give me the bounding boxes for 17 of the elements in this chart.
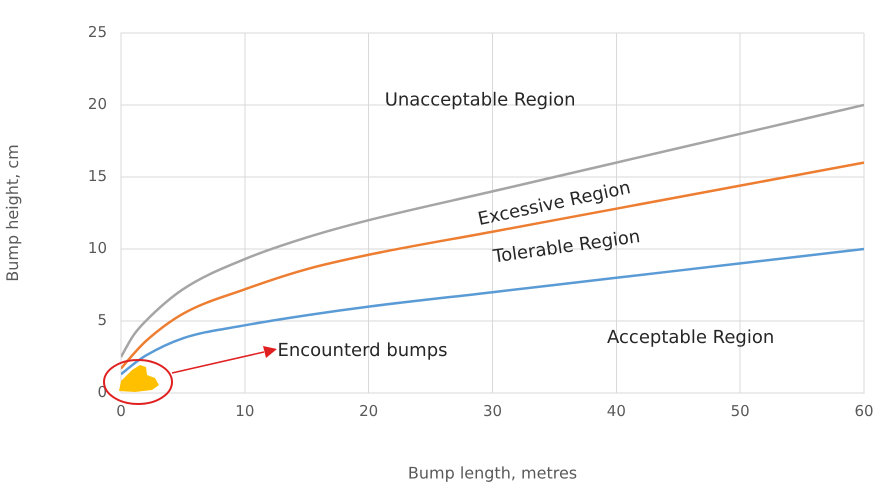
annotation: Encounterd bumps [277, 340, 448, 361]
x-tick-label: 0 [116, 402, 126, 420]
y-tick-label: 10 [88, 238, 107, 257]
y-tick-label: 15 [88, 166, 107, 185]
x-axis-title: Bump length, metres [408, 464, 578, 483]
y-tick-label: 5 [97, 310, 107, 329]
y-tick-label: 25 [88, 22, 107, 41]
x-tick-label: 20 [359, 402, 378, 420]
y-tick-label: 20 [88, 94, 107, 113]
annotation: Acceptable Region [607, 326, 774, 348]
x-tick-label: 40 [606, 402, 626, 420]
y-axis-title: Bump height, cm [2, 144, 22, 282]
x-tick-label: 30 [482, 402, 502, 420]
annotation: Unacceptable Region [384, 89, 576, 110]
x-tick-label: 50 [730, 402, 750, 420]
x-tick-label: 60 [854, 402, 874, 420]
x-tick-label: 10 [235, 402, 254, 420]
